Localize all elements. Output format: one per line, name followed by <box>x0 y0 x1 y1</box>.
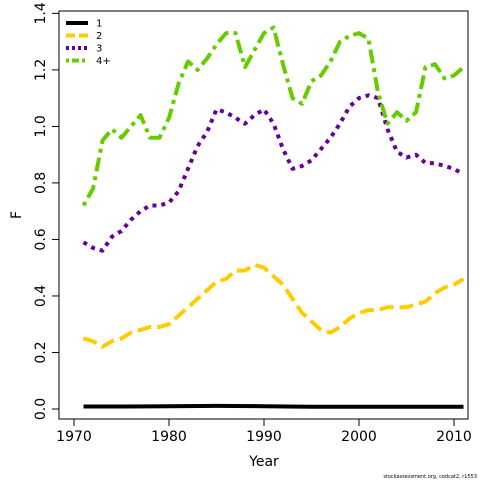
legend: 12 34+ <box>66 19 111 67</box>
y-tick-label: 0.8 <box>33 172 49 194</box>
x-tick-label: 2010 <box>436 429 472 445</box>
x-tick-label: 1970 <box>56 429 92 445</box>
series-line-3 <box>82 93 465 253</box>
series-line-1 <box>83 403 464 409</box>
y-tick-label: 0.6 <box>33 228 49 250</box>
y-axis-title: F <box>9 211 25 219</box>
y-axis: 0.0 0.2 0.4 0.6 0.8 1.0 1.2 1.4 <box>33 2 60 420</box>
legend-label: 3 <box>96 44 102 55</box>
legend-label: 1 <box>96 19 102 30</box>
y-tick-label: 0.4 <box>33 285 49 307</box>
x-axis: 1970 1980 1990 2000 2010 <box>56 418 472 445</box>
series-line-2 <box>82 262 465 349</box>
x-tick-label: 2000 <box>341 429 377 445</box>
x-axis-title: Year <box>248 454 279 470</box>
legend-label: 2 <box>96 31 102 42</box>
y-tick-label: 1.0 <box>33 115 49 137</box>
x-tick-label: 1990 <box>246 429 282 445</box>
y-tick-label: 0.0 <box>33 398 49 420</box>
x-tick-label: 1980 <box>151 429 187 445</box>
series-line-4 <box>81 25 465 207</box>
credit-text: stockassessment.org, codcat2, r1553 <box>383 474 477 480</box>
y-tick-label: 1.4 <box>33 2 49 24</box>
legend-label: 4+ <box>96 56 111 67</box>
y-tick-label: 0.2 <box>33 341 49 363</box>
series-layer <box>81 25 465 409</box>
y-tick-label: 1.2 <box>33 59 49 81</box>
